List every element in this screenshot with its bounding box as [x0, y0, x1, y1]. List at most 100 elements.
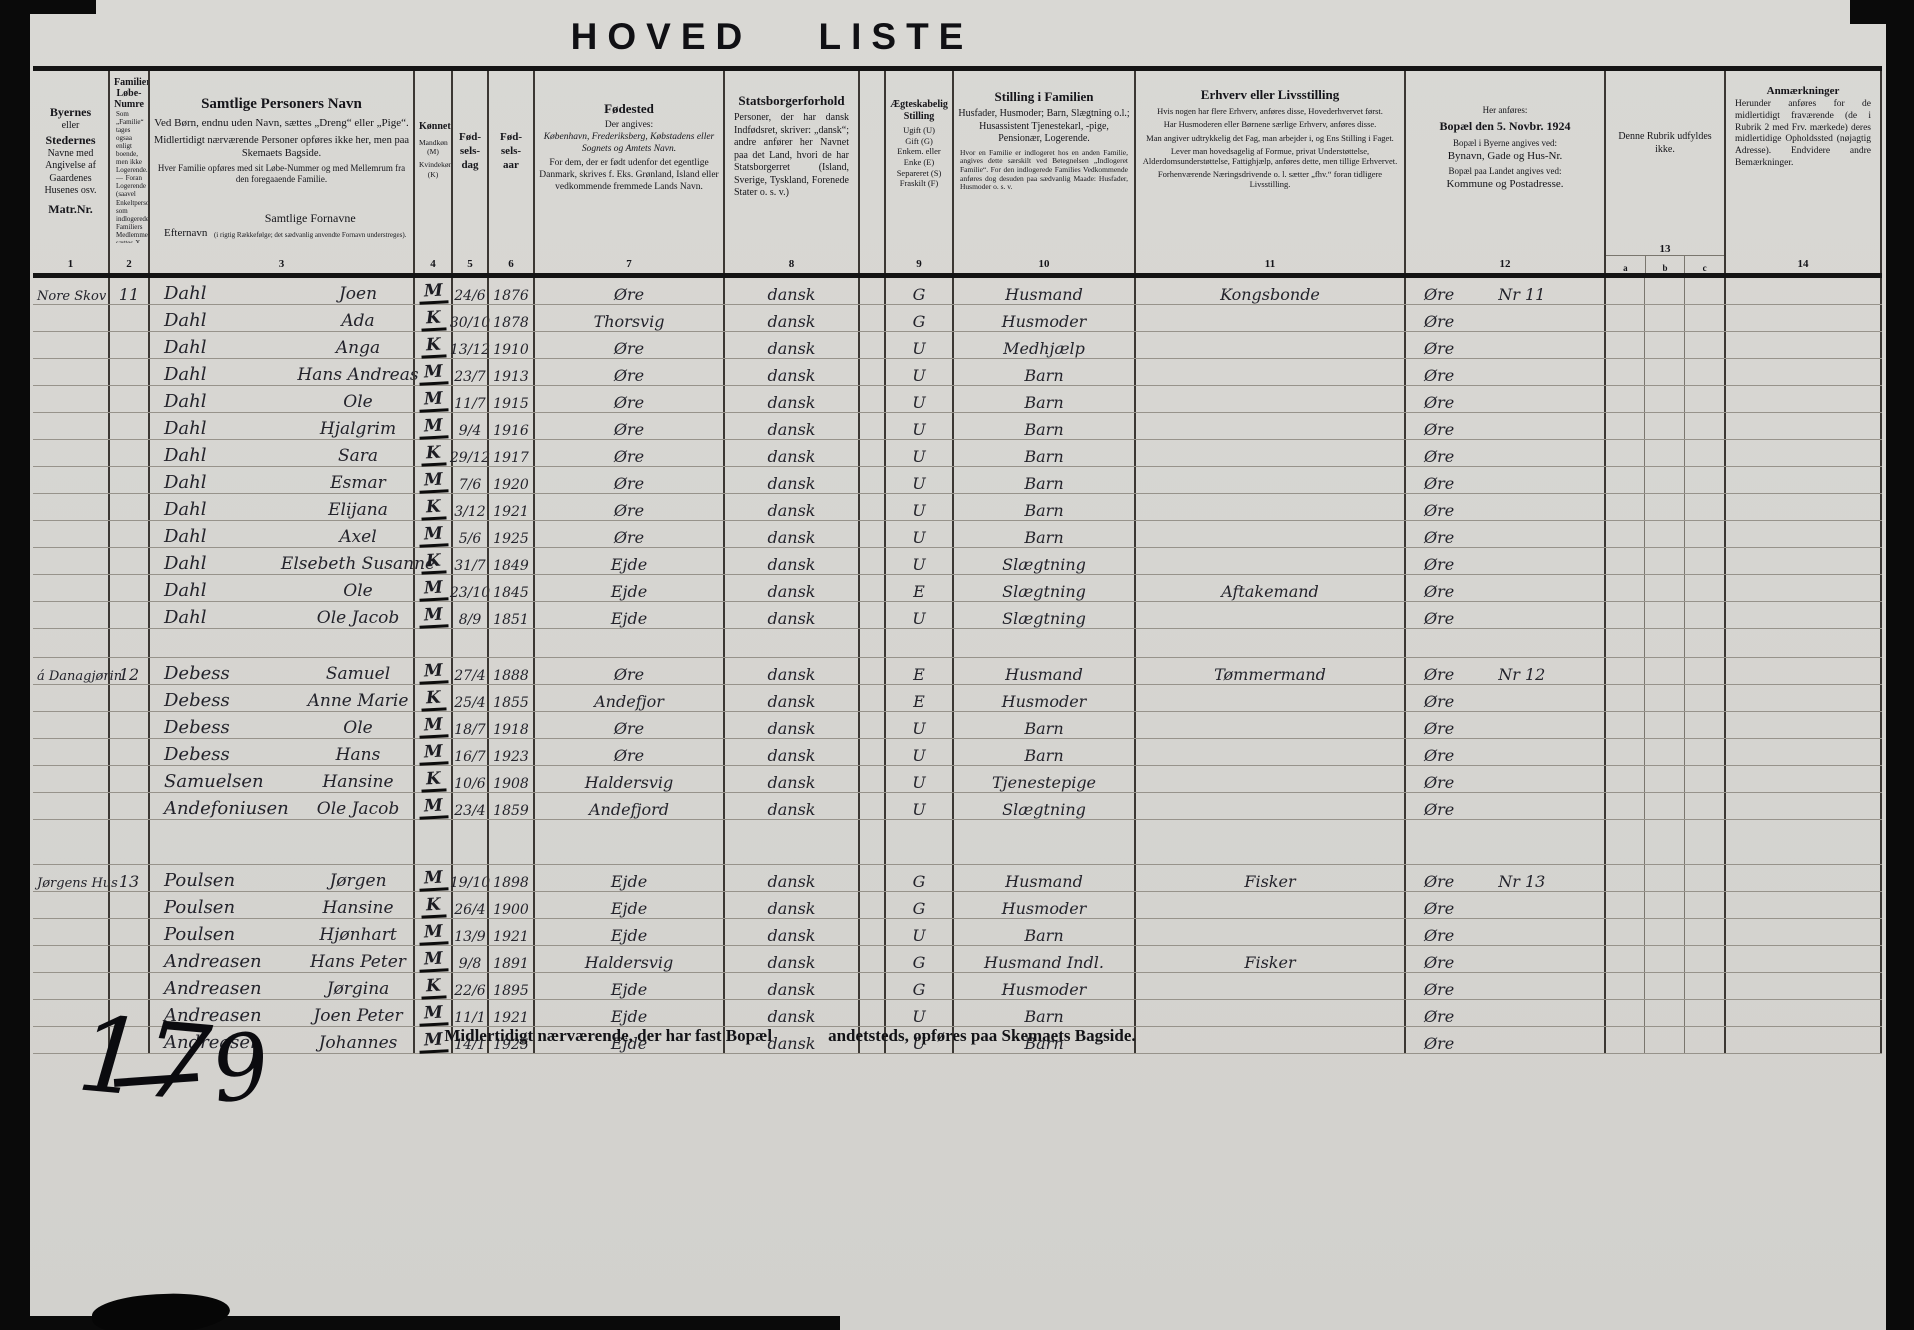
- cell-birthplace: Thorsvig: [533, 305, 723, 331]
- cell-birth-year: 1921: [487, 1000, 533, 1026]
- cell-birthplace: Øre: [533, 494, 723, 520]
- cell-marital-status: U: [884, 1000, 952, 1026]
- cell-birth-year: 1878: [487, 305, 533, 331]
- cell-first-names: Elijana: [328, 500, 388, 520]
- cell-surname: Dahl: [148, 602, 303, 628]
- table-row: Dahl Hans Andreas M 23/7 1913 Øre dansk U Barn Ør…: [33, 359, 1882, 386]
- cell-place-name: [33, 467, 108, 493]
- cell-occupation: [1134, 521, 1404, 547]
- table-row: Nore Skov 11 Dahl Joen M 24/6 1876 Øre dansk G Hus…: [33, 278, 1882, 305]
- table-row: Debess Hans M 16/7 1923 Øre dansk U Barn Øre: [33, 739, 1882, 766]
- cell-13a: [1604, 919, 1644, 945]
- cell-residence: Øre: [1404, 467, 1604, 493]
- cell-first-names: Hjalgrim: [319, 419, 397, 439]
- cell-citizenship: dansk: [723, 548, 858, 574]
- cell-13a: [1604, 602, 1644, 628]
- cell-marital-status: U: [884, 712, 952, 738]
- cell-place-name: á Danagjørin: [37, 669, 123, 684]
- cell-sex: M: [413, 278, 451, 305]
- cell-surname: Andreasen: [148, 946, 303, 972]
- cell-13b: [1644, 973, 1684, 999]
- scan-edge-right: [1886, 0, 1914, 1330]
- cell-sex: M: [413, 712, 451, 739]
- cell-birth-year: 1908: [487, 766, 533, 792]
- cell-13c: [1684, 658, 1724, 684]
- cell-spacer: [858, 892, 884, 918]
- cell-place-name: [33, 766, 108, 792]
- cell-blank: [723, 820, 858, 864]
- cell-13c: [1684, 521, 1724, 547]
- footer-note: Midlertidigt nærværende, der har fast Bo…: [444, 1026, 1136, 1045]
- colnum-2: 2: [108, 243, 148, 273]
- cell-citizenship: dansk: [723, 359, 858, 385]
- cell-13c: [1684, 739, 1724, 765]
- cell-blank: [952, 820, 1134, 864]
- header-birthyear: Fød-sels-aar: [487, 71, 533, 243]
- cell-citizenship: dansk: [723, 278, 858, 304]
- cell-spacer: [858, 548, 884, 574]
- cell-position-in-family: Husmand: [952, 278, 1134, 304]
- table-row: Dahl Esmar M 7/6 1920 Øre dansk U Barn Øre: [33, 467, 1882, 494]
- cell-marital-status: U: [884, 766, 952, 792]
- cell-surname: Poulsen: [148, 865, 303, 891]
- cell-13c: [1684, 793, 1724, 819]
- cell-occupation: [1134, 766, 1404, 792]
- cell-place-name: [33, 332, 108, 358]
- cell-citizenship: dansk: [723, 521, 858, 547]
- table-row: Poulsen Hansine K 26/4 1900 Ejde dansk G Husmode…: [33, 892, 1882, 919]
- cell-remarks: [1724, 332, 1882, 358]
- cell-position-in-family: Husmand: [952, 865, 1134, 891]
- cell-marital-status: E: [884, 575, 952, 601]
- cell-family-number: [108, 1000, 148, 1026]
- cell-family-number: 12: [108, 658, 148, 684]
- cell-surname: Dahl: [148, 494, 303, 520]
- cell-birthplace: Haldersvig: [533, 946, 723, 972]
- cell-birth-day: 30/10: [450, 305, 490, 331]
- cell-surname: Dahl: [148, 386, 303, 412]
- cell-13b: [1644, 602, 1684, 628]
- colnum-1: 1: [67, 258, 74, 270]
- table-row: Dahl Anga K 13/12 1910 Øre dansk U Medhjælp Øre: [33, 332, 1882, 359]
- cell-residence: Øre Nr 11: [1404, 278, 1604, 304]
- cell-occupation: [1134, 973, 1404, 999]
- cell-marital-status: G: [884, 892, 952, 918]
- cell-blank: [952, 629, 1134, 657]
- cell-first-names: Samuel: [325, 664, 391, 684]
- cell-remarks: [1724, 685, 1882, 711]
- header-do-not-fill: Denne Rubrik udfyldes ikke.: [1604, 71, 1724, 243]
- cell-13b: [1644, 1027, 1684, 1053]
- cell-13c: [1684, 865, 1724, 891]
- cell-marital-status: G: [884, 946, 952, 972]
- cell-first-names: Anne Marie: [307, 691, 409, 711]
- cell-blank: [533, 629, 723, 657]
- cell-remarks: [1724, 1027, 1882, 1053]
- cell-13a: [1604, 467, 1644, 493]
- cell-13b: [1644, 865, 1684, 891]
- cell-citizenship: dansk: [723, 467, 858, 493]
- cell-family-number: [108, 548, 148, 574]
- cell-13b: [1644, 946, 1684, 972]
- cell-sex: K: [413, 440, 451, 467]
- cell-occupation: [1134, 739, 1404, 765]
- cell-surname: Dahl: [148, 305, 303, 331]
- cell-birth-day: 25/4: [451, 685, 487, 711]
- cell-sex: K: [413, 892, 451, 919]
- cell-first-names: Ole: [343, 718, 373, 738]
- cell-birthplace: Øre: [533, 359, 723, 385]
- cell-blank: [1404, 820, 1604, 864]
- table-row: á Danagjørin 12 Debess Samuel M 27/4 1888 Øre da…: [33, 658, 1882, 685]
- cell-13b: [1644, 494, 1684, 520]
- cell-citizenship: dansk: [723, 413, 858, 439]
- cell-13c: [1684, 386, 1724, 412]
- cell-occupation: [1134, 548, 1404, 574]
- colnum-5: 5: [451, 243, 487, 273]
- cell-birth-day: 29/12: [450, 440, 490, 466]
- cell-marital-status: E: [884, 685, 952, 711]
- cell-first-names: Ole: [343, 392, 373, 412]
- cell-blank: [1604, 820, 1644, 864]
- cell-family-number: [108, 793, 148, 819]
- cell-position-in-family: Barn: [952, 359, 1134, 385]
- cell-birth-year: 1921: [487, 919, 533, 945]
- header-remarks: Anmærkninger Herunder anføres for de mid…: [1724, 71, 1882, 243]
- cell-family-number: [108, 575, 148, 601]
